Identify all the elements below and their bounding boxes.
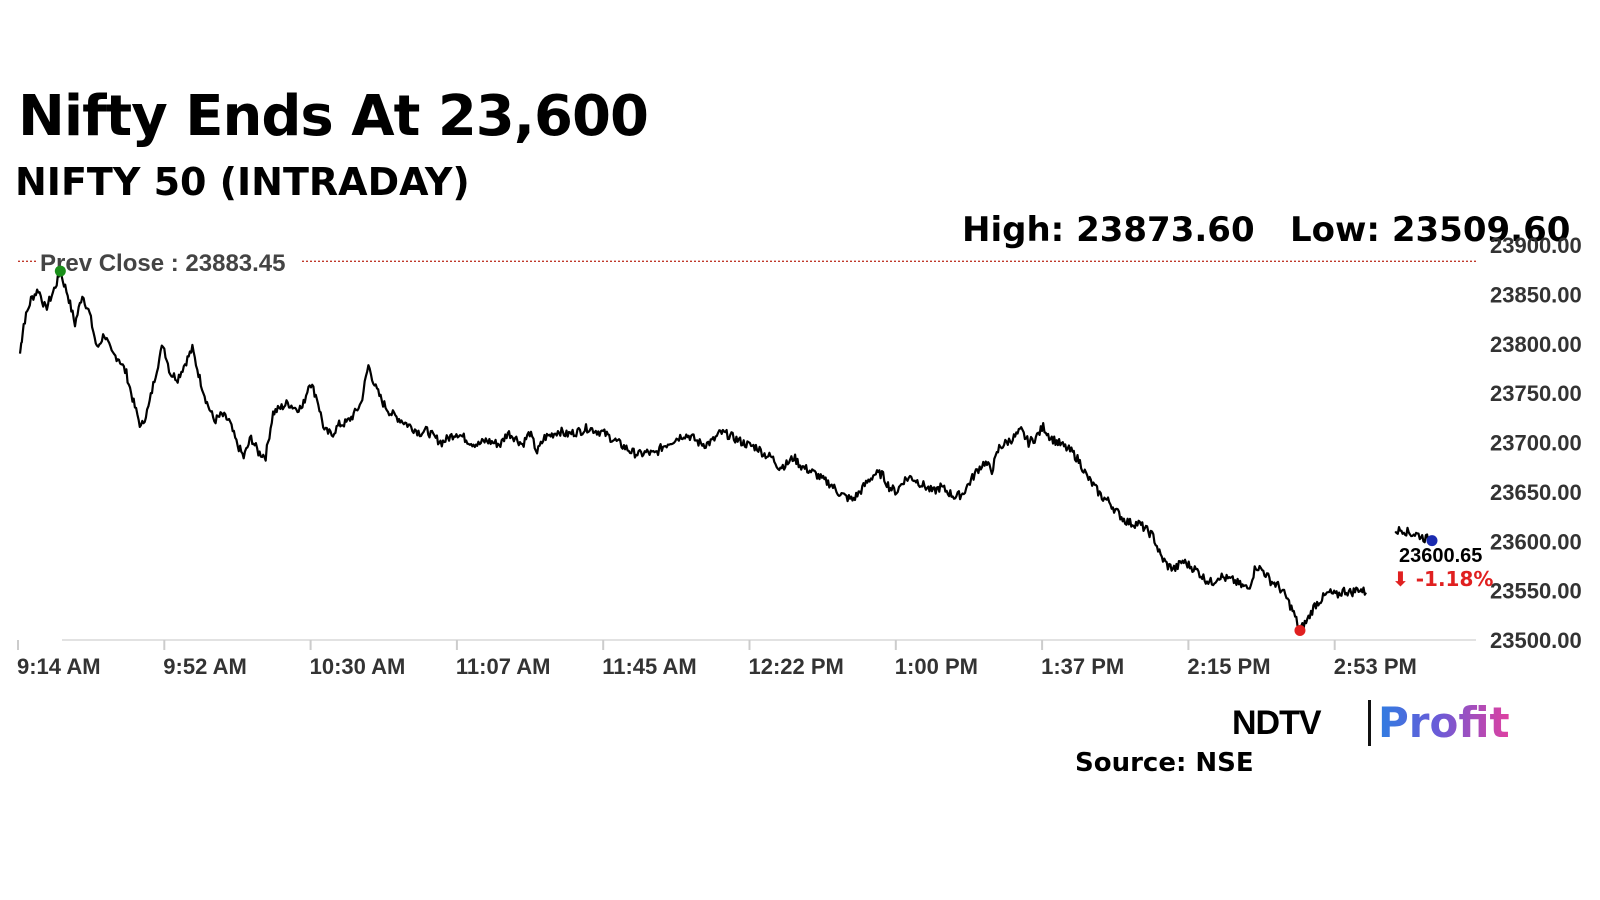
- last-price-marker: [1426, 535, 1438, 547]
- y-tick-label: 23550.00: [1490, 579, 1582, 604]
- x-tick-label: 2:53 PM: [1334, 654, 1417, 679]
- prev-close-label-bg: [36, 244, 302, 274]
- y-tick-label: 23600.00: [1490, 529, 1582, 554]
- x-tick-label: 11:45 AM: [602, 654, 697, 679]
- brand-ndtv: NDTV: [1232, 704, 1322, 742]
- x-tick-label: 12:22 PM: [749, 654, 844, 679]
- price-line: [18, 273, 1367, 630]
- last-value-label: 23600.65: [1399, 545, 1482, 567]
- x-tick-label: 1:37 PM: [1041, 654, 1124, 679]
- x-tick-label: 9:14 AM: [17, 654, 101, 679]
- day-low-label: Low: 23509.60: [1290, 210, 1571, 250]
- y-tick-label: 23800.00: [1490, 332, 1582, 357]
- source-note: Source: NSE: [1075, 748, 1254, 778]
- y-tick-label: 23900.00: [1490, 233, 1582, 258]
- change-percent-label: ⬇ -1.18%: [1392, 567, 1493, 591]
- y-axis-ticks: 23900.00 23850.00 23800.00 23750.00 23700.00…: [1490, 233, 1582, 653]
- day-high-marker: [54, 265, 66, 277]
- x-tick-label: 9:52 AM: [163, 654, 247, 679]
- x-tick-label: 11:07 AM: [456, 654, 551, 679]
- day-low-marker: [1294, 625, 1306, 637]
- brand-profit: Profit: [1378, 698, 1510, 747]
- y-tick-label: 23650.00: [1490, 480, 1582, 505]
- prev-close-label: Prev Close : 23883.45: [40, 250, 286, 277]
- y-tick-label: 23700.00: [1490, 431, 1582, 456]
- x-tick-marks: [17, 640, 1336, 650]
- y-tick-label: 23500.00: [1490, 628, 1582, 653]
- x-axis-ticks: 9:14 AM 9:52 AM 10:30 AM 11:07 AM 11:45 AM 12…: [17, 654, 1417, 679]
- y-tick-label: 23850.00: [1490, 282, 1582, 307]
- x-tick-label: 2:15 PM: [1187, 654, 1270, 679]
- brand-divider: [1368, 700, 1371, 746]
- day-high-label: High: 23873.60: [962, 210, 1255, 250]
- y-tick-label: 23750.00: [1490, 381, 1582, 406]
- price-line: [1394, 526, 1433, 544]
- x-tick-label: 10:30 AM: [310, 654, 406, 679]
- x-tick-label: 1:00 PM: [895, 654, 978, 679]
- price-series: [18, 273, 1433, 630]
- price-markers: [54, 265, 1438, 637]
- chart-title: Nifty Ends At 23,600: [18, 84, 649, 149]
- chart-subtitle: NIFTY 50 (INTRADAY): [15, 160, 470, 204]
